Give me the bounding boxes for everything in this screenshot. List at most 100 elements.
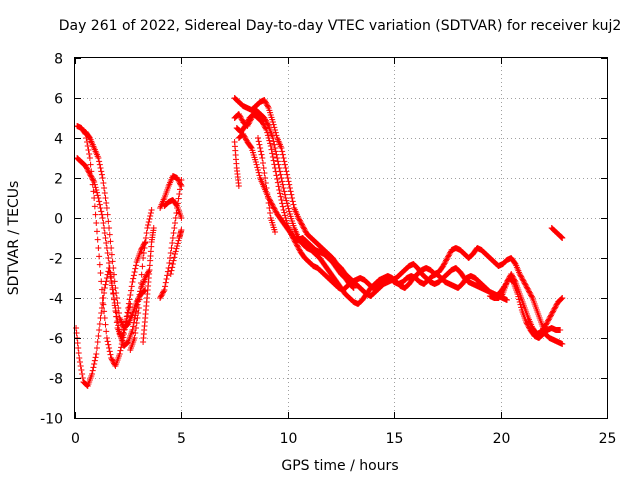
data-point — [94, 339, 101, 345]
data-point — [256, 141, 263, 148]
data-point — [259, 119, 266, 125]
data-point — [274, 158, 281, 165]
y-tick-label: -8 — [49, 372, 63, 388]
data-point — [105, 341, 112, 348]
data-point — [240, 131, 247, 137]
data-point — [522, 281, 529, 288]
data-point — [103, 240, 110, 246]
data-point — [525, 288, 532, 295]
y-tick-label: 4 — [54, 132, 63, 148]
data-point — [551, 305, 558, 312]
data-point — [272, 229, 279, 235]
data-point — [552, 303, 559, 309]
data-point — [90, 188, 97, 195]
data-point — [288, 191, 295, 198]
data-point — [142, 240, 149, 246]
series-arc-3 — [74, 155, 153, 349]
data-point — [503, 297, 510, 303]
data-point — [271, 161, 278, 168]
data-point — [511, 277, 518, 284]
x-tick-label: 20 — [493, 431, 511, 447]
data-point — [174, 240, 181, 247]
data-point — [178, 215, 185, 221]
axes: 0 5 10 15 20 25 -10 -8 -6 -4 -2 0 2 4 6 8 — [40, 52, 616, 448]
data-point — [145, 269, 152, 276]
data-point — [255, 169, 262, 176]
data-point — [129, 279, 136, 285]
data-point — [528, 292, 535, 299]
data-point — [168, 267, 175, 274]
data-point — [252, 159, 259, 165]
data-point — [160, 288, 167, 295]
data-point — [142, 273, 149, 280]
data-point — [243, 120, 250, 127]
data-point — [270, 157, 277, 164]
data-point — [117, 347, 124, 354]
data-point — [440, 261, 447, 268]
data-point — [271, 124, 278, 131]
data-point — [279, 203, 286, 210]
data-point — [282, 215, 289, 221]
data-point — [261, 170, 268, 176]
data-point — [159, 291, 166, 297]
data-point — [105, 218, 112, 225]
data-point — [284, 171, 291, 178]
data-point — [274, 176, 281, 182]
data-point — [93, 228, 100, 235]
data-point — [113, 309, 120, 316]
data-point — [547, 313, 554, 320]
data-point — [557, 327, 564, 333]
data-point — [174, 176, 181, 183]
data-point — [86, 134, 93, 140]
data-point — [137, 288, 144, 295]
data-point — [102, 321, 109, 328]
data-point — [269, 154, 276, 160]
data-point — [550, 307, 557, 313]
data-point — [98, 211, 105, 218]
data-point — [283, 168, 290, 175]
data-point — [520, 277, 527, 284]
data-point — [445, 253, 452, 260]
data-point — [93, 351, 100, 357]
data-point — [235, 183, 242, 189]
data-point — [545, 317, 552, 324]
data-point — [90, 364, 97, 371]
data-point — [264, 102, 271, 109]
data-point — [269, 203, 276, 209]
data-point — [264, 103, 271, 110]
data-point — [509, 273, 516, 280]
data-point — [259, 160, 266, 166]
data-point — [505, 276, 512, 283]
data-point — [100, 220, 107, 226]
y-tick-label: -10 — [40, 412, 63, 428]
data-point — [112, 285, 119, 291]
data-point — [130, 275, 137, 282]
data-point — [111, 278, 118, 285]
data-point — [547, 312, 554, 319]
data-point — [98, 286, 105, 293]
data-point — [242, 136, 249, 143]
data-point — [92, 354, 99, 361]
data-point — [286, 185, 293, 191]
data-point — [136, 296, 143, 303]
data-point — [278, 175, 285, 181]
data-point — [82, 163, 89, 169]
data-point — [242, 135, 249, 141]
data-point — [549, 309, 556, 316]
data-point — [516, 271, 523, 277]
data-point — [266, 137, 273, 144]
data-point — [557, 296, 564, 303]
data-point — [263, 101, 270, 107]
data-point — [350, 284, 357, 291]
data-point — [171, 254, 178, 261]
data-point — [269, 150, 276, 157]
data-point — [521, 279, 528, 285]
data-point — [277, 171, 284, 178]
data-point — [290, 201, 297, 208]
data-point — [145, 222, 152, 228]
data-point — [525, 287, 532, 293]
data-point — [102, 195, 109, 201]
data-point — [93, 189, 100, 196]
data-point — [280, 155, 287, 161]
data-point — [95, 195, 102, 201]
